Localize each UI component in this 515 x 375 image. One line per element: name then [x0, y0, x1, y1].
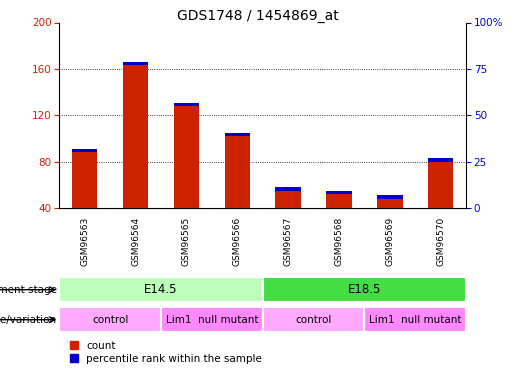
Text: E14.5: E14.5: [144, 283, 178, 296]
Bar: [161, 307, 263, 332]
Bar: [225, 136, 250, 208]
Bar: [123, 65, 148, 208]
Bar: [276, 191, 301, 208]
Text: control: control: [295, 315, 332, 325]
Bar: [377, 195, 403, 199]
Bar: [59, 277, 263, 302]
Text: GSM96567: GSM96567: [284, 216, 293, 266]
Text: GSM96569: GSM96569: [385, 216, 394, 266]
Text: Lim1  null mutant: Lim1 null mutant: [369, 315, 461, 325]
Bar: [276, 187, 301, 191]
Bar: [174, 106, 199, 208]
Text: GSM96563: GSM96563: [80, 216, 89, 266]
Text: GDS1748 / 1454869_at: GDS1748 / 1454869_at: [177, 9, 338, 23]
Bar: [174, 102, 199, 106]
Text: genotype/variation: genotype/variation: [0, 315, 57, 325]
Text: control: control: [92, 315, 128, 325]
Bar: [428, 158, 453, 162]
Bar: [326, 191, 352, 194]
Bar: [326, 194, 352, 208]
Text: GSM96564: GSM96564: [131, 216, 140, 266]
Bar: [428, 162, 453, 208]
Bar: [263, 277, 466, 302]
Bar: [72, 149, 97, 152]
Text: GSM96565: GSM96565: [182, 216, 191, 266]
Bar: [365, 307, 466, 332]
Bar: [377, 199, 403, 208]
Bar: [59, 307, 161, 332]
Bar: [263, 307, 364, 332]
Bar: [72, 152, 97, 208]
Text: development stage: development stage: [0, 285, 57, 295]
Legend: count, percentile rank within the sample: count, percentile rank within the sample: [70, 341, 262, 364]
Bar: [123, 62, 148, 65]
Text: E18.5: E18.5: [348, 283, 381, 296]
Text: Lim1  null mutant: Lim1 null mutant: [165, 315, 258, 325]
Text: GSM96570: GSM96570: [436, 216, 445, 266]
Text: GSM96566: GSM96566: [233, 216, 242, 266]
Bar: [225, 133, 250, 136]
Text: GSM96568: GSM96568: [334, 216, 344, 266]
